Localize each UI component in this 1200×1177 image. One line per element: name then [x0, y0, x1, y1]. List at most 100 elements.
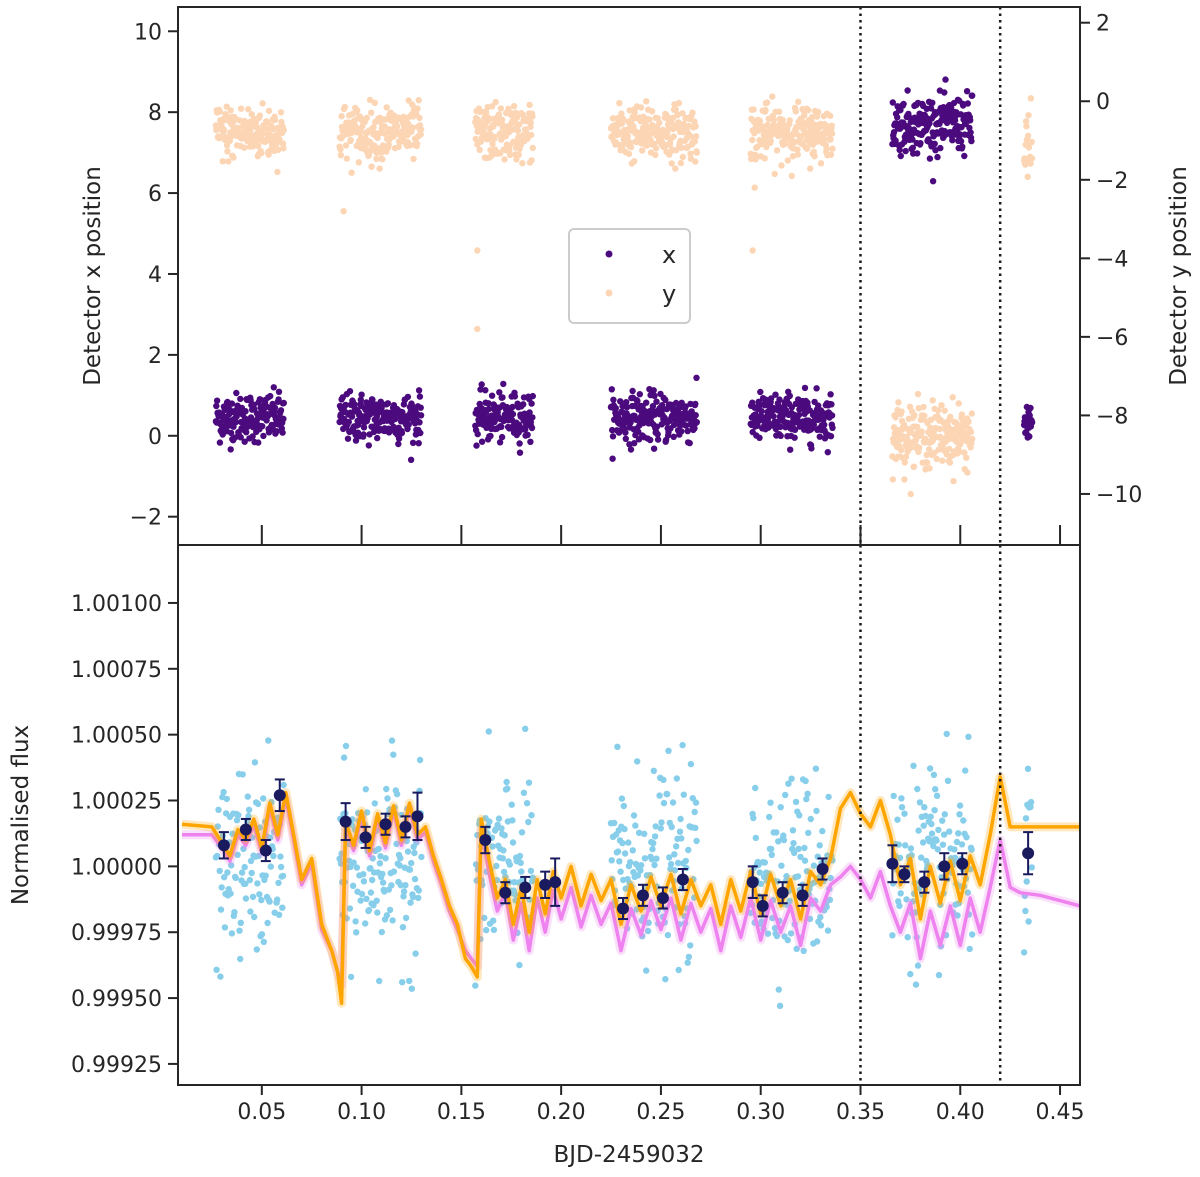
- raw-flux-point: [472, 982, 479, 989]
- y-point: [914, 423, 921, 431]
- tick-label: 0.20: [537, 1100, 586, 1125]
- x-point: [529, 414, 536, 421]
- x-point: [526, 409, 533, 416]
- raw-flux-point: [1024, 765, 1032, 772]
- x-point: [929, 99, 936, 107]
- x-point: [417, 412, 425, 419]
- x-point: [770, 413, 777, 420]
- y-point: [910, 463, 918, 470]
- y-point: [749, 247, 756, 254]
- y-point: [366, 96, 374, 104]
- x-point: [957, 138, 965, 145]
- y-point: [505, 105, 512, 113]
- raw-flux-point: [954, 912, 961, 919]
- x-point: [391, 415, 399, 423]
- raw-flux-point: [634, 758, 641, 765]
- y-point: [929, 397, 936, 404]
- raw-flux-point: [360, 871, 367, 878]
- x-point: [273, 428, 280, 435]
- binned-flux-point: [1022, 847, 1035, 860]
- raw-flux-point: [358, 890, 366, 898]
- raw-flux-point: [412, 950, 419, 957]
- raw-flux-point: [904, 934, 911, 941]
- raw-flux-point: [933, 792, 941, 799]
- y-point: [497, 105, 505, 112]
- raw-flux-point: [509, 839, 517, 846]
- raw-flux-point: [522, 725, 529, 732]
- x-point: [787, 446, 794, 453]
- raw-flux-point: [806, 915, 814, 923]
- x-point: [344, 435, 352, 442]
- raw-flux-point: [384, 795, 391, 802]
- raw-flux-point: [644, 927, 652, 935]
- raw-flux-point: [386, 906, 394, 914]
- y-point: [946, 459, 954, 466]
- raw-flux-point: [766, 813, 773, 821]
- y-point: [936, 425, 944, 433]
- x-point: [917, 140, 924, 147]
- y-point: [763, 143, 770, 151]
- raw-flux-point: [346, 905, 354, 912]
- raw-flux-point: [643, 967, 650, 974]
- y-point: [914, 390, 922, 398]
- y-point: [652, 151, 659, 159]
- y-point: [395, 143, 402, 150]
- raw-flux-point: [416, 756, 424, 764]
- y-point: [889, 476, 896, 483]
- y-point: [626, 107, 633, 114]
- x-point: [654, 436, 662, 443]
- raw-flux-point: [511, 891, 519, 898]
- raw-flux-point: [758, 918, 765, 925]
- raw-flux-point: [279, 904, 286, 911]
- raw-flux-point: [787, 930, 795, 937]
- raw-flux-point: [666, 854, 673, 861]
- raw-flux-point: [340, 754, 348, 761]
- x-point: [894, 114, 901, 121]
- y-point: [627, 143, 635, 151]
- x-point: [346, 388, 354, 395]
- raw-flux-point: [396, 862, 403, 869]
- y-point: [668, 160, 675, 167]
- y-point: [485, 116, 492, 124]
- raw-flux-point: [227, 890, 234, 897]
- y-point: [383, 104, 390, 111]
- y-point: [241, 144, 248, 151]
- raw-flux-point: [764, 930, 772, 937]
- x-point: [524, 431, 531, 438]
- y-point: [517, 142, 524, 149]
- y-point: [679, 110, 686, 117]
- x-point: [757, 388, 764, 396]
- binned-flux-point: [617, 902, 630, 915]
- raw-flux-point: [931, 807, 938, 814]
- raw-flux-point: [518, 868, 525, 875]
- x-point: [900, 100, 907, 108]
- raw-flux-point: [617, 868, 624, 875]
- legend-y-marker: [605, 289, 613, 297]
- y-point: [809, 113, 816, 121]
- raw-flux-point: [782, 791, 789, 799]
- x-point: [360, 431, 367, 438]
- x-point: [808, 445, 815, 452]
- raw-flux-point: [237, 919, 244, 926]
- raw-flux-point: [245, 806, 253, 813]
- y-point: [811, 153, 818, 160]
- y-point: [1028, 138, 1035, 146]
- raw-flux-point: [474, 831, 481, 839]
- raw-flux-point: [498, 825, 505, 832]
- y-point: [674, 111, 681, 118]
- y-point: [967, 428, 975, 436]
- x-point: [827, 433, 835, 440]
- x-point: [813, 385, 820, 392]
- raw-flux-point: [908, 851, 915, 859]
- y-position-axis-label: Detector y position: [1166, 166, 1192, 386]
- x-point: [242, 408, 249, 415]
- x-point: [758, 408, 765, 415]
- x-point: [612, 404, 619, 412]
- x-point: [243, 429, 250, 436]
- x-point: [260, 432, 267, 440]
- x-point: [609, 433, 617, 440]
- raw-flux-point: [812, 765, 820, 772]
- raw-flux-point: [805, 829, 812, 837]
- raw-flux-point: [490, 926, 498, 934]
